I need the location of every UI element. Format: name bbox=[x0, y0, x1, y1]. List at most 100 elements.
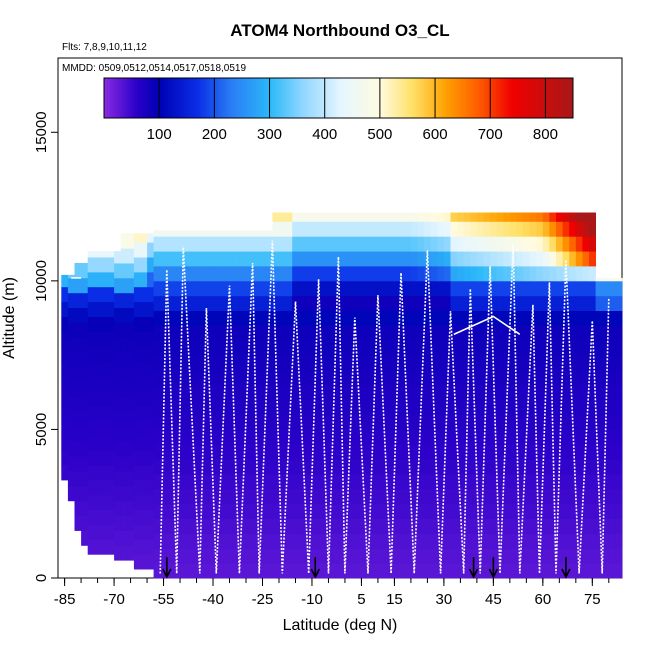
heatmap-cell-590 bbox=[232, 310, 240, 326]
heatmap-cell-1714 bbox=[529, 236, 537, 252]
heatmap-cell-1700 bbox=[529, 444, 537, 460]
heatmap-cell-706 bbox=[265, 370, 273, 386]
colorbar-segment bbox=[393, 78, 397, 118]
heatmap-cell-990 bbox=[338, 221, 346, 237]
heatmap-cell-334 bbox=[166, 548, 174, 564]
heatmap-cell-924 bbox=[325, 459, 333, 475]
heatmap-cell-1187 bbox=[391, 266, 399, 282]
heatmap-cell-1444 bbox=[463, 533, 471, 549]
heatmap-cell-113 bbox=[100, 479, 108, 496]
heatmap-cell-20 bbox=[67, 396, 75, 412]
heatmap-cell-321 bbox=[160, 384, 168, 401]
colorbar-segment bbox=[106, 78, 110, 118]
heatmap-cell-1173 bbox=[391, 474, 399, 490]
colorbar-segment bbox=[255, 78, 259, 118]
heatmap-cell-1606 bbox=[503, 355, 511, 371]
heatmap-cell-1111 bbox=[371, 280, 379, 297]
heatmap-cell-256 bbox=[140, 301, 148, 317]
heatmap-cell-1593 bbox=[503, 548, 511, 564]
heatmap-cell-703 bbox=[265, 414, 273, 430]
heatmap-cell-597 bbox=[239, 563, 247, 579]
heatmap-cell-1283 bbox=[417, 325, 425, 341]
heatmap-cell-1199 bbox=[397, 459, 405, 475]
heatmap-cell-265 bbox=[147, 509, 155, 525]
heatmap-cell-1195 bbox=[397, 518, 405, 534]
heatmap-cell-1030 bbox=[351, 370, 359, 386]
heatmap-cell-692 bbox=[259, 230, 267, 237]
heatmap-cell-1993 bbox=[608, 429, 616, 445]
heatmap-cell-254 bbox=[140, 331, 148, 347]
heatmap-cell-169 bbox=[114, 277, 122, 294]
heatmap-cell-738 bbox=[272, 251, 280, 267]
heatmap-cell-630 bbox=[246, 429, 253, 445]
heatmap-cell-986 bbox=[338, 280, 346, 297]
heatmap-cell-147 bbox=[107, 286, 115, 303]
heatmap-cell-1895 bbox=[582, 518, 590, 534]
heatmap-cell-802 bbox=[292, 414, 300, 430]
colorbar-segment bbox=[167, 78, 171, 118]
heatmap-cell-578 bbox=[232, 488, 240, 505]
heatmap-cell-1215 bbox=[397, 221, 405, 237]
heatmap-cell-1257 bbox=[410, 340, 418, 356]
heatmap-cell-361 bbox=[173, 503, 181, 519]
heatmap-cell-1813 bbox=[556, 251, 563, 267]
heatmap-cell-562 bbox=[226, 370, 234, 386]
heatmap-cell-828 bbox=[298, 399, 306, 415]
heatmap-cell-133 bbox=[107, 494, 115, 511]
heatmap-cell-871 bbox=[312, 503, 319, 519]
heatmap-cell-959 bbox=[331, 310, 339, 326]
heatmap-cell-146 bbox=[107, 301, 115, 317]
heatmap-cell-1129 bbox=[377, 384, 385, 401]
colorbar-frame bbox=[103, 77, 574, 119]
heatmap-cell-1426 bbox=[457, 429, 465, 445]
heatmap-cell-665 bbox=[252, 266, 260, 282]
heatmap-cell-901 bbox=[318, 429, 326, 445]
colorbar-segment bbox=[230, 78, 235, 118]
heatmap-cell-1737 bbox=[536, 266, 544, 282]
heatmap-cell-799 bbox=[292, 459, 300, 475]
heatmap-cell-1312 bbox=[424, 266, 432, 282]
heatmap-cell-963 bbox=[331, 251, 339, 267]
heatmap-cell-1147 bbox=[384, 488, 392, 505]
heatmap-cell-53 bbox=[81, 456, 89, 472]
heatmap-cell-430 bbox=[193, 548, 201, 564]
heatmap-cell-142 bbox=[107, 361, 115, 377]
heatmap-cell-101 bbox=[94, 346, 102, 362]
heatmap-cell-23 bbox=[67, 352, 75, 368]
heatmap-cell-1122 bbox=[377, 488, 385, 505]
heatmap-cell-522 bbox=[213, 251, 220, 267]
heatmap-cell-182 bbox=[120, 396, 128, 412]
chart-title: ATOM4 Northbound O3_CL bbox=[230, 21, 449, 40]
colorbar-segment bbox=[316, 78, 320, 118]
heatmap-cell-1336 bbox=[430, 280, 438, 297]
heatmap-cell-1168 bbox=[391, 548, 399, 564]
heatmap-cell-421 bbox=[186, 325, 194, 341]
colorbar-segment bbox=[288, 78, 292, 118]
heatmap-cell-292 bbox=[153, 459, 161, 475]
heatmap-cell-1066 bbox=[358, 212, 366, 222]
heatmap-cell-1828 bbox=[562, 399, 570, 415]
heatmap-cell-1743 bbox=[542, 548, 550, 564]
heatmap-cell-124 bbox=[100, 316, 108, 332]
heatmap-cell-1521 bbox=[483, 503, 491, 519]
heatmap-cell-1904 bbox=[582, 384, 590, 401]
heatmap-cell-1449 bbox=[463, 459, 471, 475]
heatmap-cell-1836 bbox=[562, 280, 570, 297]
heatmap-cell-599 bbox=[239, 533, 247, 549]
colorbar-segment bbox=[266, 78, 270, 118]
heatmap-cell-1390 bbox=[443, 221, 451, 237]
heatmap-cell-985 bbox=[338, 295, 346, 311]
heatmap-cell-628 bbox=[246, 459, 253, 475]
heatmap-cell-602 bbox=[239, 488, 247, 505]
heatmap-cell-583 bbox=[232, 414, 240, 430]
heatmap-cell-667 bbox=[252, 236, 260, 252]
heatmap-cell-677 bbox=[259, 444, 267, 460]
heatmap-cell-1236 bbox=[404, 280, 412, 297]
heatmap-cell-751 bbox=[279, 429, 286, 445]
heatmap-cell-1265 bbox=[410, 221, 418, 237]
heatmap-cell-175 bbox=[120, 500, 128, 516]
heatmap-cell-764 bbox=[279, 236, 286, 252]
heatmap-cell-1270 bbox=[417, 518, 425, 534]
heatmap-cell-1576 bbox=[496, 429, 504, 445]
heatmap-cell-1814 bbox=[556, 236, 563, 252]
